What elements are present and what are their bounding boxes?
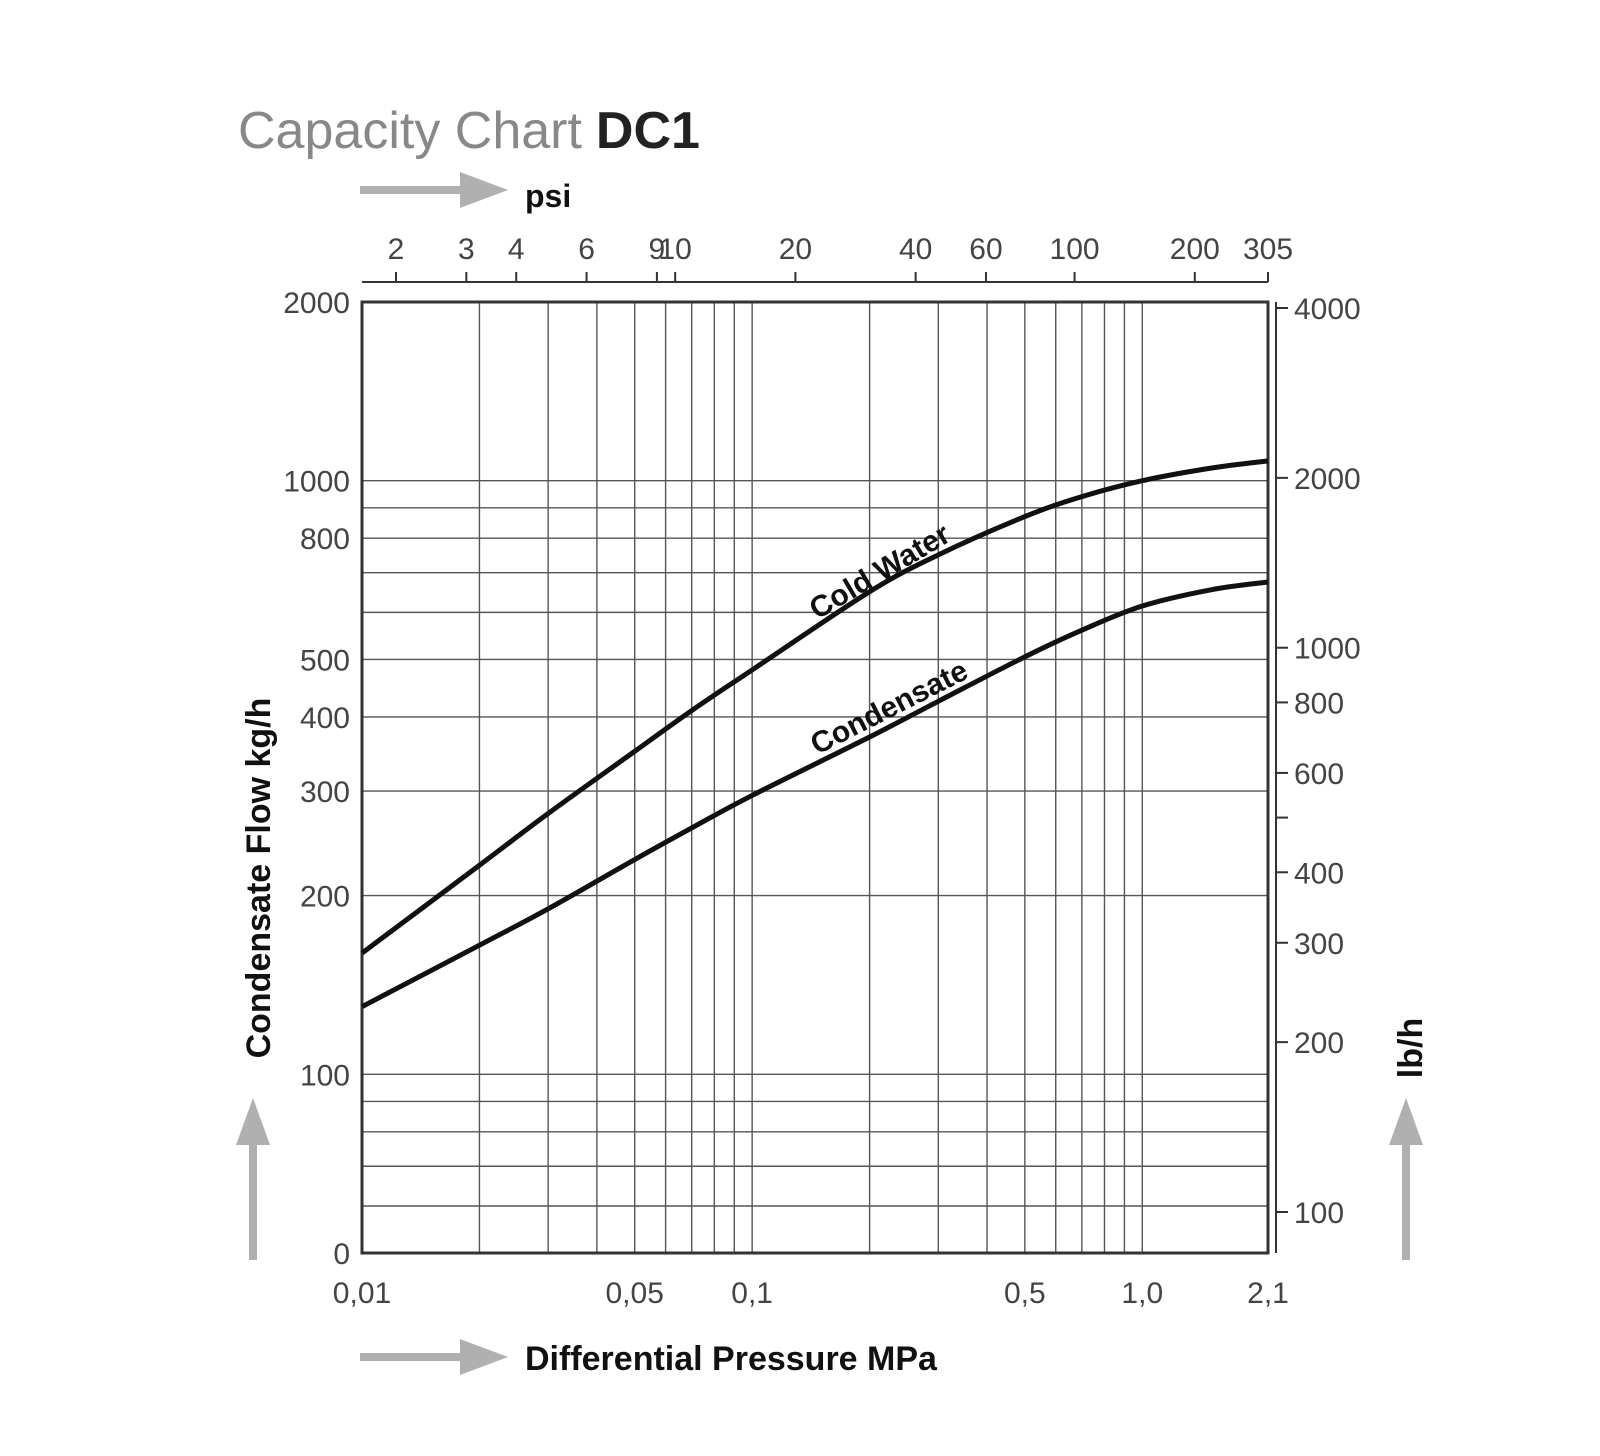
chart-title-light: Capacity Chart <box>238 102 582 160</box>
series-label: Condensate <box>805 654 973 761</box>
right-tick-label: 2000 <box>1294 463 1361 496</box>
data-curves: Cold Water Condensate <box>360 458 1269 1009</box>
right-tick-label: 600 <box>1294 758 1344 791</box>
plot-border <box>360 300 1270 1255</box>
top-tick-label: 4 <box>508 233 525 266</box>
left-tick-label: 800 <box>300 523 350 556</box>
left-tick-label: 100 <box>300 1059 350 1092</box>
top-tick-label: 2 <box>388 233 405 266</box>
x-axis-title: Differential Pressure MPa <box>525 1340 938 1378</box>
chart-title-bold: DC1 <box>596 102 700 160</box>
bottom-tick-label: 0,1 <box>731 1277 773 1310</box>
right-tick-label: 200 <box>1294 1027 1344 1060</box>
top-tick-label: 60 <box>969 233 1002 266</box>
top-tick-label: 200 <box>1170 233 1220 266</box>
chart-title: Capacity Chart DC1 <box>238 102 700 160</box>
plot-frame <box>360 300 1277 1255</box>
series-line <box>360 579 1269 1009</box>
top-tick-label: 305 <box>1243 233 1293 266</box>
bottom-tick-label: 0,05 <box>606 1277 664 1310</box>
y-axis-title: Condensate Flow kg/h <box>240 698 278 1059</box>
right-tick-label: 100 <box>1294 1197 1344 1230</box>
top-tick-label: 100 <box>1050 233 1100 266</box>
bottom-tick-label: 1,0 <box>1121 1277 1163 1310</box>
left-tick-label: 300 <box>300 776 350 809</box>
series-label: Cold Water <box>804 517 956 626</box>
left-tick-label: 500 <box>300 644 350 677</box>
y2-axis-arrow-icon <box>1389 1098 1423 1260</box>
x2-axis-title: psi <box>525 178 571 214</box>
top-tick-label: 20 <box>779 233 812 266</box>
series-line <box>360 458 1269 956</box>
left-tick-label: 2000 <box>283 287 350 320</box>
bottom-tick-label: 0,01 <box>333 1277 391 1310</box>
horizontal-gridlines <box>362 479 1268 1207</box>
left-tick-label: 0 <box>333 1238 350 1271</box>
right-tick-label: 800 <box>1294 687 1344 720</box>
top-tick-label: 10 <box>658 233 691 266</box>
bottom-tick-label: 2,1 <box>1247 1277 1289 1310</box>
psi-arrow-icon <box>360 172 508 208</box>
right-tick-label: 400 <box>1294 857 1344 890</box>
bottom-mpa-axis: 0,01 0,05 0,1 0,5 1,0 2,1 <box>333 1277 1289 1310</box>
top-tick-label: 3 <box>458 233 475 266</box>
x-axis-arrow-icon <box>360 1339 508 1375</box>
top-tick-label: 9 <box>649 233 666 266</box>
left-tick-label: 200 <box>300 881 350 914</box>
right-tick-label: 1000 <box>1294 633 1361 666</box>
right-lbh-axis: 4000 2000 1000 800 600 400 300 200 100 <box>1276 293 1361 1230</box>
y-axis-arrow-icon <box>236 1098 270 1260</box>
top-psi-axis: 2 3 4 6 910 20 40 60 100 200 305 <box>362 233 1293 283</box>
left-tick-label: 1000 <box>283 466 350 499</box>
vertical-gridlines <box>478 302 1143 1253</box>
y2-axis-title: lb/h <box>1392 1018 1430 1078</box>
top-tick-label: 6 <box>578 233 595 266</box>
top-tick-label: 40 <box>899 233 932 266</box>
left-tick-label: 400 <box>300 702 350 735</box>
right-tick-label: 300 <box>1294 928 1344 961</box>
bottom-tick-label: 0,5 <box>1004 1277 1046 1310</box>
right-tick-label: 4000 <box>1294 293 1361 326</box>
